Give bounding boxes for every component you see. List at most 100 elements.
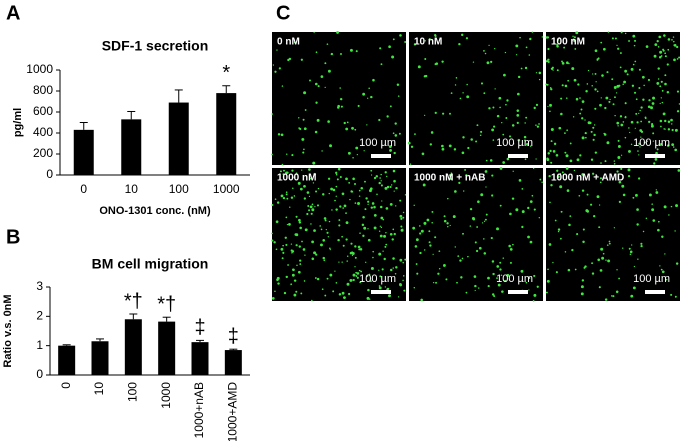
cell-dot xyxy=(341,291,345,295)
cell-dot xyxy=(524,122,526,124)
cell-dot xyxy=(596,195,600,199)
cell-dot xyxy=(378,230,381,232)
cell-dot xyxy=(384,245,387,248)
cell-dot xyxy=(368,273,371,276)
cell-dot xyxy=(281,257,284,260)
cell-dot xyxy=(435,281,438,284)
cell-dot xyxy=(672,146,675,148)
cell-dot xyxy=(279,170,282,173)
cell-dot xyxy=(558,126,562,130)
cell-dot xyxy=(647,105,651,109)
chart-title: SDF-1 secretion xyxy=(102,38,209,54)
cell-dot xyxy=(535,158,537,160)
cell-dot xyxy=(366,124,368,126)
cell-dot xyxy=(648,193,652,197)
cell-dot xyxy=(465,174,468,177)
cell-dot xyxy=(400,217,403,220)
cell-dot xyxy=(494,88,496,90)
cell-dot xyxy=(283,169,285,172)
cell-dot xyxy=(449,224,451,227)
cell-dot xyxy=(556,69,559,72)
cell-dot xyxy=(317,85,320,88)
cell-dot xyxy=(631,244,633,246)
cell-dot xyxy=(291,250,295,253)
cell-dot xyxy=(564,84,568,88)
cell-dot xyxy=(578,194,581,197)
cell-dot xyxy=(272,64,275,66)
cell-dot xyxy=(392,257,395,260)
cell-dot xyxy=(491,293,495,296)
micrograph: 100 nM 100 µm xyxy=(545,31,681,165)
cell-dot xyxy=(604,298,608,301)
cell-dot xyxy=(604,160,607,163)
cell-dot xyxy=(284,236,287,239)
cell-dot xyxy=(587,121,591,125)
cell-dot xyxy=(595,174,598,177)
cell-dot xyxy=(616,170,619,173)
cell-dot xyxy=(555,271,558,274)
cell-dot xyxy=(523,135,527,139)
cell-dot xyxy=(276,201,280,204)
cell-dot xyxy=(623,80,626,84)
cell-dot xyxy=(365,197,368,200)
cell-dot xyxy=(561,60,563,63)
cell-dot xyxy=(378,118,381,122)
cell-dot xyxy=(314,206,316,208)
cell-dot xyxy=(491,128,495,132)
cell-dot xyxy=(666,144,670,147)
cell-dot xyxy=(592,126,595,129)
cell-dot xyxy=(399,199,402,202)
cell-dot xyxy=(423,75,427,78)
cell-dot xyxy=(379,225,381,227)
cell-dot xyxy=(337,238,340,242)
cell-dot xyxy=(571,67,575,71)
cell-dot xyxy=(653,54,657,58)
cell-dot xyxy=(517,75,521,79)
cell-dot xyxy=(648,99,651,102)
cell-dot xyxy=(501,122,503,124)
cell-dot xyxy=(454,190,457,193)
cell-dot xyxy=(560,97,563,100)
cell-dot xyxy=(415,238,419,242)
cell-dot xyxy=(515,54,518,56)
cell-dot xyxy=(566,129,569,132)
cell-dot xyxy=(335,282,338,284)
cell-dot xyxy=(311,203,314,206)
cell-dot xyxy=(299,263,302,265)
cell-dot xyxy=(467,255,469,258)
cell-dot xyxy=(645,45,649,48)
cell-dot xyxy=(579,112,582,115)
cell-dot xyxy=(581,136,585,140)
image-background xyxy=(409,32,543,165)
cell-dot xyxy=(291,273,295,277)
cell-dot xyxy=(385,232,387,234)
cell-dot xyxy=(524,158,527,161)
cell-dot xyxy=(395,186,398,190)
cell-dot xyxy=(488,44,490,46)
cell-dot xyxy=(295,290,298,293)
cell-dot xyxy=(297,181,301,185)
cell-dot xyxy=(660,142,663,146)
cell-dot xyxy=(313,229,316,232)
cell-dot xyxy=(554,219,557,222)
cell-dot xyxy=(274,290,276,293)
cell-dot xyxy=(367,238,371,242)
cell-dot xyxy=(368,298,371,300)
cell-dot xyxy=(602,252,605,255)
cell-dot xyxy=(402,211,405,214)
cell-dot xyxy=(399,214,403,218)
cell-dot xyxy=(552,261,554,264)
cell-dot xyxy=(556,169,559,172)
cell-dot xyxy=(673,58,676,62)
cell-dot xyxy=(359,247,363,251)
cell-dot xyxy=(660,80,663,83)
cell-dot xyxy=(389,203,393,206)
cell-dot xyxy=(313,31,315,34)
cell-dot xyxy=(619,66,622,69)
cell-dot xyxy=(617,145,621,148)
cell-dot xyxy=(299,226,302,230)
cell-dot xyxy=(350,242,353,245)
cell-dot xyxy=(342,207,345,209)
cell-dot xyxy=(579,97,581,99)
cell-dot xyxy=(535,72,538,74)
